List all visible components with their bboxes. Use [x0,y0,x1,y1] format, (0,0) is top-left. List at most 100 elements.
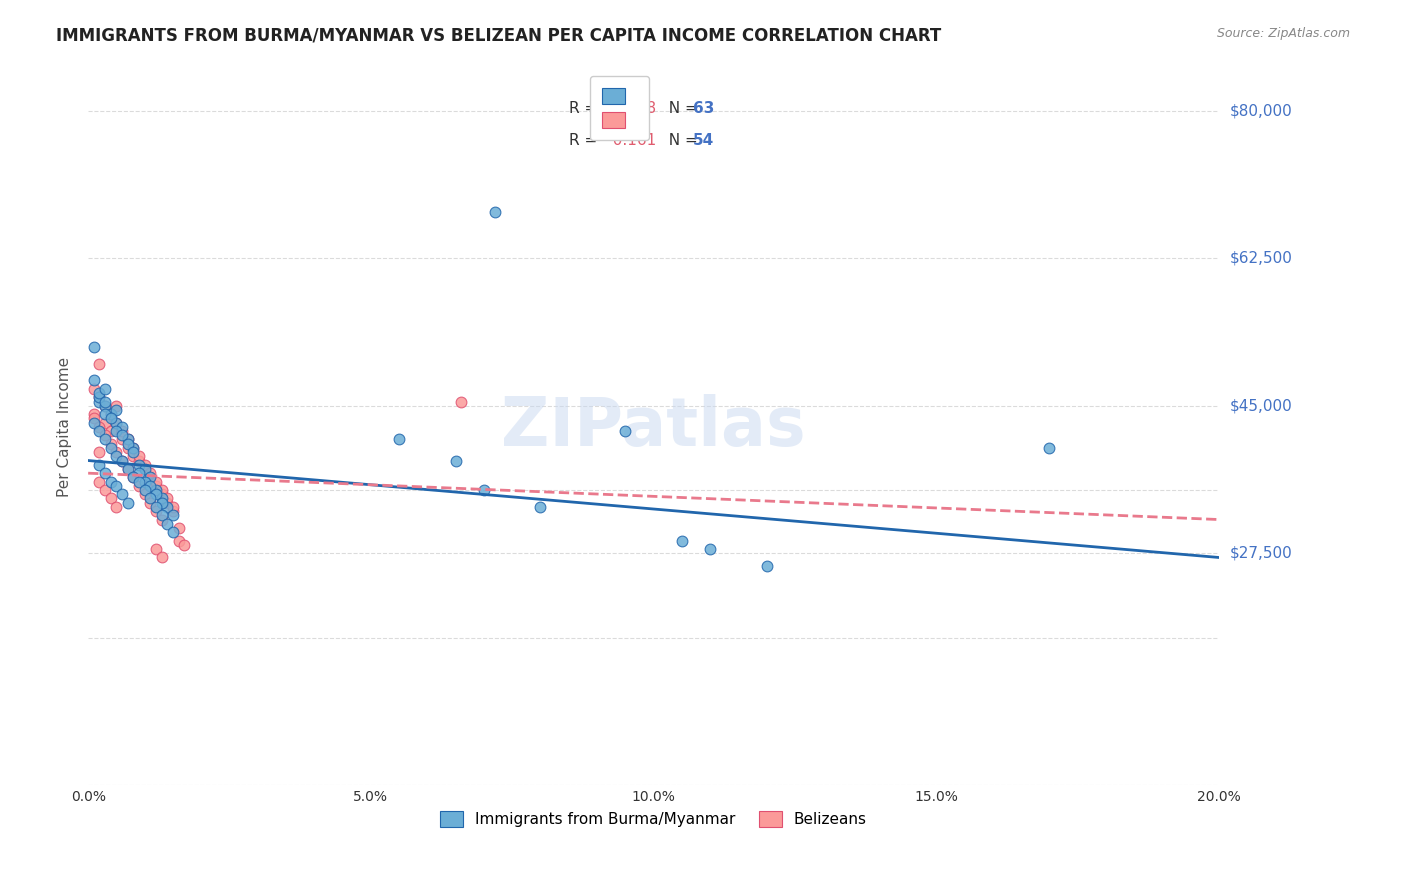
Point [134,462,156,476]
Point [117,441,139,455]
Point [94,466,117,480]
Text: $80,000: $80,000 [1230,103,1294,118]
Point [139,470,162,484]
Point [100,424,122,438]
Point [111,428,134,442]
Point [145,487,167,501]
Text: $62,500: $62,500 [1230,251,1294,266]
Point [156,500,179,514]
Point [699,542,721,557]
Point [83,340,105,354]
Point [145,475,167,489]
Text: IMMIGRANTS FROM BURMA/MYANMAR VS BELIZEAN PER CAPITA INCOME CORRELATION CHART: IMMIGRANTS FROM BURMA/MYANMAR VS BELIZEA… [56,27,942,45]
Point [105,500,128,514]
Point [139,466,162,480]
Point [128,479,150,493]
Point [105,416,128,430]
Point [450,394,472,409]
Text: $27,500: $27,500 [1230,546,1294,561]
Point [117,496,139,510]
Point [128,450,150,464]
Point [105,399,128,413]
Point [105,403,128,417]
Y-axis label: Per Capita Income: Per Capita Income [58,357,72,497]
Point [150,496,173,510]
Point [529,500,551,514]
Point [128,466,150,480]
Point [105,450,128,464]
Point [89,475,111,489]
Point [128,475,150,489]
Point [122,441,145,455]
Point [134,475,156,489]
Text: 63: 63 [693,101,714,116]
Point [156,496,179,510]
Point [83,382,105,396]
Point [94,428,117,442]
Point [122,470,145,484]
Point [111,453,134,467]
Point [117,433,139,447]
Point [89,394,111,409]
Point [145,542,167,557]
Point [94,416,117,430]
Point [122,445,145,459]
Point [105,479,128,493]
Point [94,394,117,409]
Point [122,470,145,484]
Point [94,399,117,413]
Point [167,521,190,535]
Point [162,525,184,540]
Point [89,357,111,371]
Point [134,458,156,472]
Point [100,491,122,506]
Point [83,416,105,430]
Point [145,483,167,497]
Point [134,483,156,497]
Point [388,433,411,447]
Point [105,445,128,459]
Point [134,462,156,476]
Point [472,483,495,497]
Point [145,500,167,514]
Point [134,487,156,501]
Point [89,419,111,434]
Point [484,204,506,219]
Text: ZIPatlas: ZIPatlas [501,393,806,459]
Text: R =: R = [568,133,602,148]
Point [117,436,139,450]
Point [105,416,128,430]
Point [117,433,139,447]
Text: −0.161: −0.161 [600,133,657,148]
Point [94,399,117,413]
Point [89,390,111,404]
Point [156,491,179,506]
Point [83,407,105,421]
Point [94,483,117,497]
Point [111,433,134,447]
Point [111,453,134,467]
Point [1038,441,1060,455]
Point [162,504,184,518]
Point [150,550,173,565]
Text: R =: R = [568,101,602,116]
Point [755,558,778,573]
Point [128,453,150,467]
Point [83,374,105,388]
Point [122,450,145,464]
Point [139,491,162,506]
Point [139,470,162,484]
Point [100,407,122,421]
Point [122,441,145,455]
Point [89,386,111,401]
Point [145,479,167,493]
Point [167,533,190,548]
Text: 54: 54 [693,133,714,148]
Point [128,458,150,472]
Point [614,424,637,438]
Point [83,411,105,425]
Point [173,538,195,552]
Point [145,504,167,518]
Point [100,475,122,489]
Point [150,508,173,523]
